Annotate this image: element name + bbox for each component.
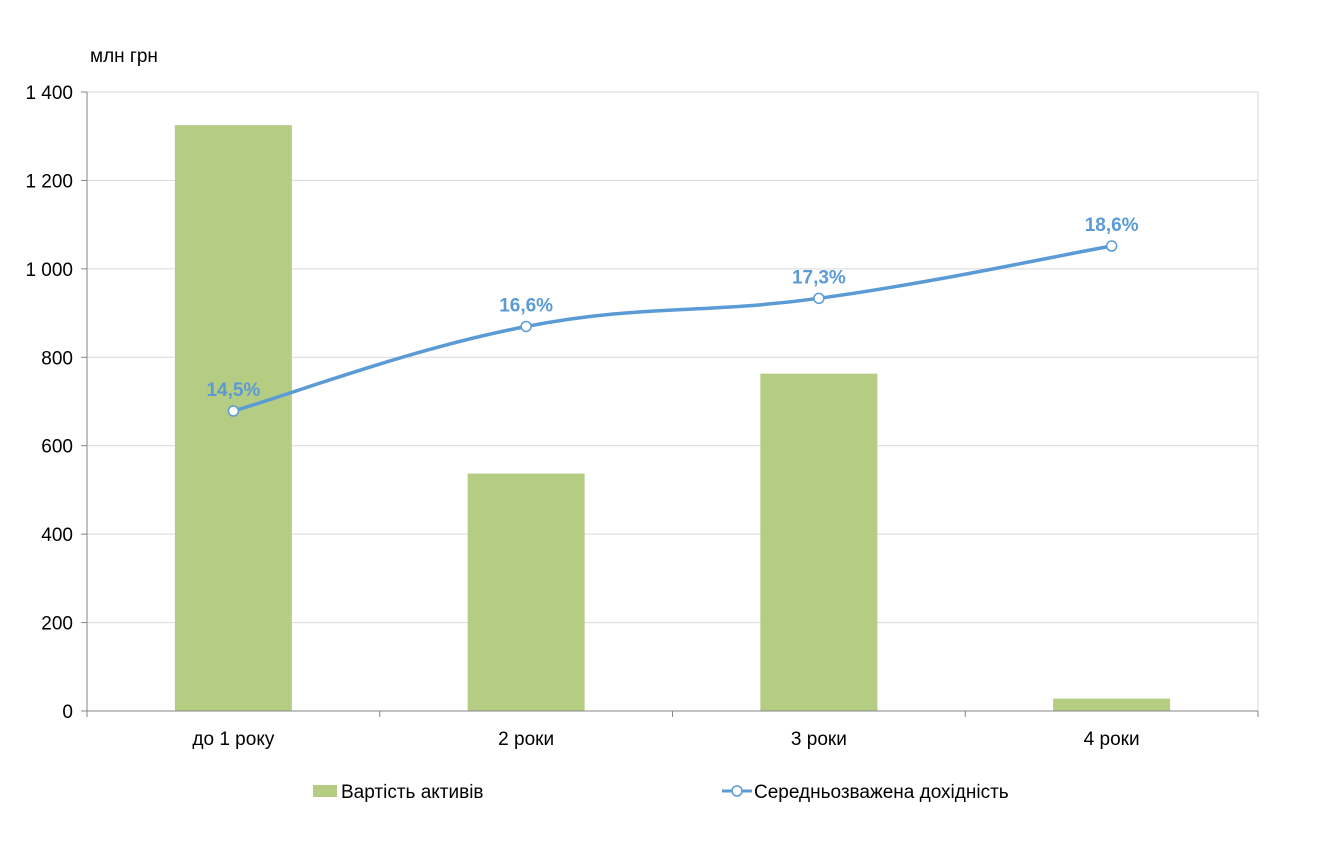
legend-label-bar: Вартість активів — [341, 782, 484, 803]
yield-line — [232, 244, 1112, 413]
y-tick-label: 600 — [41, 437, 73, 458]
legend-label-line: Середньозважена дохідність — [754, 782, 1009, 803]
y-tick-label: 800 — [41, 348, 73, 369]
line-data-label: 16,6% — [499, 295, 553, 316]
line-data-label: 14,5% — [206, 380, 260, 401]
bar — [174, 125, 292, 712]
line-data-label: 18,6% — [1085, 215, 1139, 236]
y-tick-label: 1 400 — [25, 83, 73, 104]
y-axis-unit-label: млн грн — [90, 46, 158, 67]
bar — [467, 473, 585, 711]
x-tick-label: 3 роки — [791, 729, 847, 750]
y-tick-label: 0 — [62, 702, 73, 723]
bar-series — [174, 125, 1171, 712]
legend: Вартість активів Середньозважена дохідні… — [313, 782, 1009, 803]
x-axis-ticks: до 1 року 2 роки 3 роки 4 роки — [86, 711, 1259, 750]
y-tick-label: 200 — [41, 614, 73, 635]
y-tick-label: 400 — [41, 525, 73, 546]
x-tick-label: 2 роки — [498, 729, 554, 750]
line-point — [227, 405, 240, 417]
bar — [760, 373, 878, 711]
legend-swatch-bar — [313, 785, 337, 797]
line-series: 14,5% 16,6% 17,3% 18,6% — [206, 215, 1139, 417]
y-tick-label: 1 200 — [25, 171, 73, 192]
x-tick-label: до 1 року — [192, 729, 274, 750]
line-data-label: 17,3% — [792, 267, 846, 288]
y-axis-ticks: 0 200 400 600 800 1 000 1 200 1 400 — [25, 83, 87, 723]
legend-swatch-marker — [731, 785, 743, 797]
line-point — [813, 292, 825, 305]
bar — [1053, 698, 1171, 711]
x-tick-label: 4 роки — [1084, 729, 1140, 750]
y-tick-label: 1 000 — [25, 260, 73, 281]
line-point — [1105, 240, 1118, 252]
line-point — [520, 320, 532, 333]
